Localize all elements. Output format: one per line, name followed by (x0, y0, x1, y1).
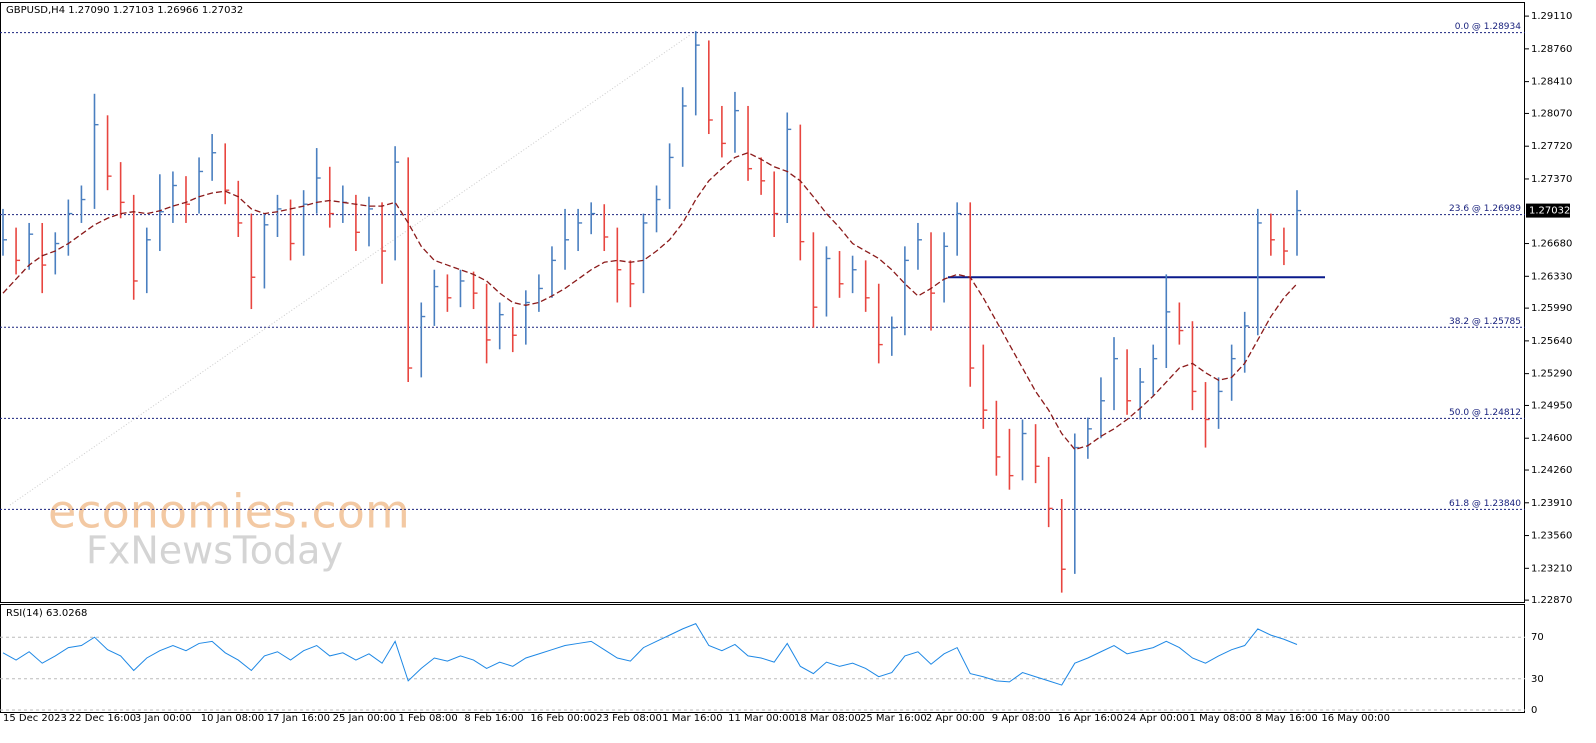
x-tick-label: 11 Mar 00:00 (728, 713, 795, 724)
x-tick-label: 8 May 16:00 (1255, 713, 1317, 724)
y-tick-label: 1.28760 (1531, 44, 1572, 55)
x-tick-label: 16 May 00:00 (1321, 713, 1390, 724)
rsi-tick-label: 30 (1531, 674, 1544, 685)
fib-label: 50.0 @ 1.24812 (1449, 408, 1521, 418)
rsi-line (2, 623, 1298, 686)
chart-title: GBPUSD,H4 1.27090 1.27103 1.26966 1.2703… (6, 5, 243, 16)
y-tick-label: 1.22870 (1531, 595, 1572, 606)
fib-label: 38.2 @ 1.25785 (1449, 317, 1521, 327)
moving-average (2, 152, 1298, 451)
y-tick-label: 1.25640 (1531, 336, 1572, 347)
y-tick-label: 1.23910 (1531, 498, 1572, 509)
rsi-tick-label: 70 (1531, 632, 1544, 643)
main-frame (0, 2, 1525, 603)
x-tick-label: 8 Feb 16:00 (464, 713, 523, 724)
x-tick-label: 1 Feb 08:00 (399, 713, 458, 724)
x-tick-label: 10 Jan 08:00 (201, 713, 264, 724)
watermark-brand: FxNewsToday (86, 529, 343, 573)
watermark-logo: economies.com (48, 485, 410, 539)
x-tick-label: 24 Apr 00:00 (1124, 713, 1189, 724)
x-tick-label: 23 Feb 08:00 (596, 713, 662, 724)
y-tick-label: 1.28070 (1531, 108, 1572, 119)
x-tick-label: 1 Mar 16:00 (662, 713, 722, 724)
rsi-title: RSI(14) 63.0268 (6, 608, 87, 619)
rsi-frame (0, 604, 1525, 713)
y-tick-label: 1.27720 (1531, 141, 1572, 152)
y-tick-label: 1.23210 (1531, 563, 1572, 574)
fib-label: 61.8 @ 1.23840 (1449, 499, 1521, 509)
fib-label: 23.6 @ 1.26989 (1449, 204, 1521, 214)
y-tick-label: 1.24260 (1531, 465, 1572, 476)
x-tick-label: 17 Jan 16:00 (267, 713, 330, 724)
x-tick-label: 25 Mar 16:00 (860, 713, 927, 724)
x-tick-label: 2 Apr 00:00 (926, 713, 985, 724)
y-tick-label: 1.25290 (1531, 369, 1572, 380)
y-tick-label: 1.26680 (1531, 239, 1572, 250)
rsi-tick-label: 0 (1531, 705, 1537, 716)
x-tick-label: 25 Jan 00:00 (333, 713, 396, 724)
x-tick-label: 18 Mar 08:00 (794, 713, 861, 724)
x-tick-label: 9 Apr 08:00 (992, 713, 1051, 724)
x-tick-label: 22 Dec 16:00 (69, 713, 136, 724)
last-price-box (1526, 203, 1570, 218)
y-tick-label: 1.26330 (1531, 271, 1572, 282)
x-tick-label: 16 Feb 00:00 (530, 713, 596, 724)
x-tick-label: 16 Apr 16:00 (1058, 713, 1123, 724)
y-tick-label: 1.27370 (1531, 174, 1572, 185)
y-tick-label: 1.24600 (1531, 433, 1572, 444)
y-tick-label: 1.23560 (1531, 531, 1572, 542)
y-tick-label: 1.29110 (1531, 11, 1572, 22)
y-tick-label: 1.28410 (1531, 77, 1572, 88)
x-tick-label: 1 May 08:00 (1190, 713, 1252, 724)
fib-label: 0.0 @ 1.28934 (1455, 22, 1522, 32)
y-tick-label: 1.24950 (1531, 400, 1572, 411)
x-tick-label: 3 Jan 00:00 (135, 713, 192, 724)
y-tick-label: 1.25990 (1531, 303, 1572, 314)
last-price-label: 1.27032 (1529, 206, 1570, 217)
fib-trend-line (9, 34, 691, 506)
x-tick-label: 15 Dec 2023 (3, 713, 67, 724)
